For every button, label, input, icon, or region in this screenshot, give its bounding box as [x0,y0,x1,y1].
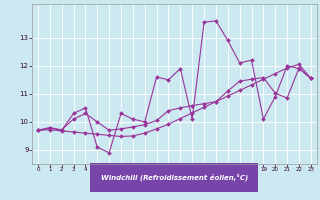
X-axis label: Windchill (Refroidissement éolien,°C): Windchill (Refroidissement éolien,°C) [101,174,248,181]
